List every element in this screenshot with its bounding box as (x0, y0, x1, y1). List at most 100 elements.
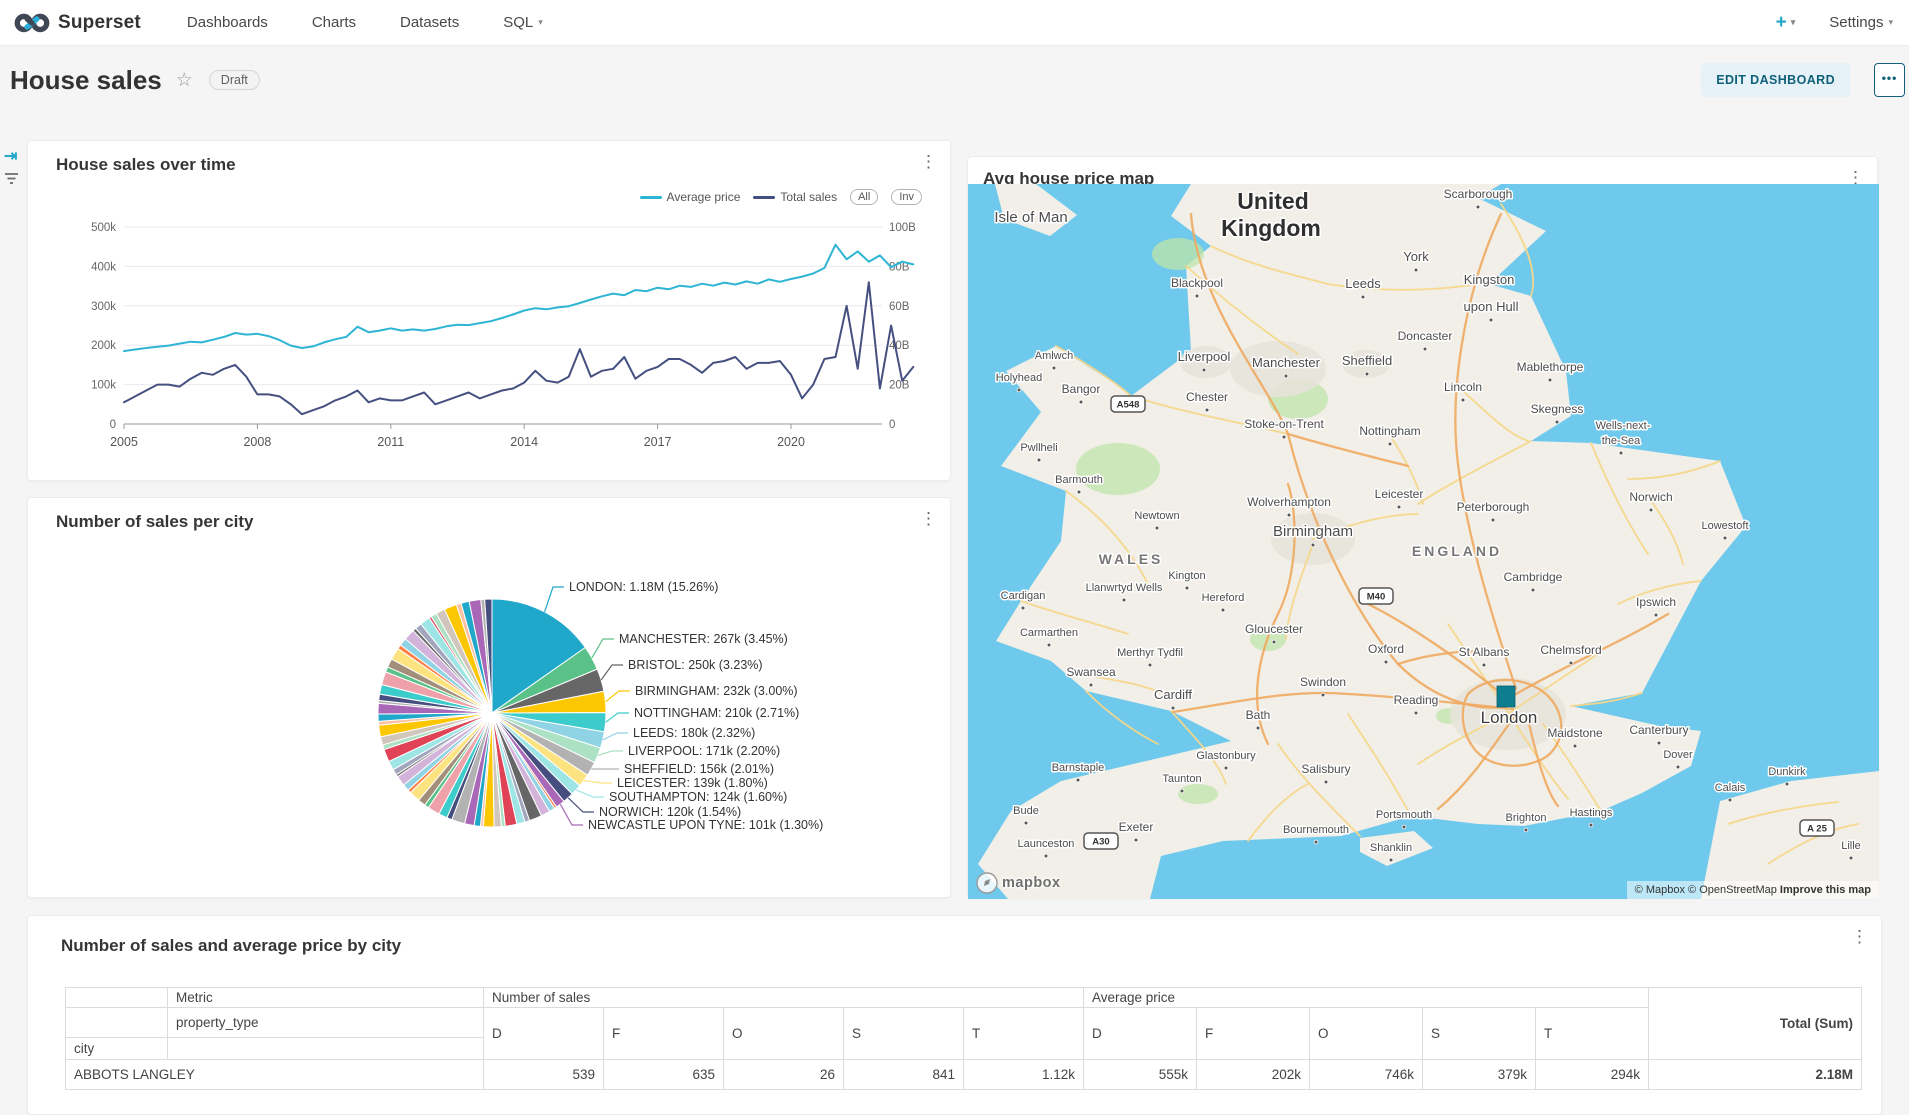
status-badge: Draft (208, 70, 260, 90)
mapbox-map[interactable]: A548 M40 A30 A 25 Isle of Man United Kingdom Sc… (968, 184, 1879, 899)
chart-menu-icon[interactable]: ⋮ (1851, 927, 1868, 946)
filter-icon[interactable] (4, 172, 19, 190)
svg-text:80B: 80B (889, 261, 910, 273)
map-label: St Albans (1459, 645, 1510, 659)
map-label: Blackpool (1171, 276, 1223, 290)
table-row: ABBOTS LANGLEY 539 635 26 841 1.12k 555k 202k 74… (65, 1059, 1862, 1090)
new-button[interactable]: + ▾ (1775, 11, 1796, 33)
map-label: Launceston (1018, 838, 1075, 850)
x-axis-tick: 2020 (777, 435, 805, 449)
mapbox-logo[interactable]: mapbox (976, 872, 1061, 894)
pie-label: BRISTOL: 250k (3.23%) (628, 658, 763, 672)
brand-name: Superset (58, 11, 141, 33)
map-label: London (1481, 708, 1538, 727)
value-cell: 539 (483, 1059, 604, 1090)
favorite-star-icon[interactable]: ☆ (175, 69, 193, 91)
road-badge: A30 (1083, 832, 1119, 850)
map-label: Swansea (1066, 665, 1116, 679)
map-marker (1496, 685, 1516, 708)
map-label: Scarborough (1444, 187, 1513, 201)
subcol-header: D (483, 1007, 604, 1060)
chart-legend: Average price Total sales All Inv (639, 189, 922, 205)
legend-swatch (753, 195, 776, 199)
map-label: Doncaster (1398, 329, 1453, 343)
road-badge: A 25 (1799, 819, 1835, 837)
pie-chart[interactable]: LONDON: 1.18M (15.26%) MANCHESTER: 267k (… (28, 538, 952, 896)
map-label: Wells-next- (1596, 420, 1651, 432)
settings-menu[interactable]: Settings ▾ (1829, 14, 1893, 31)
map-label: Shanklin (1370, 842, 1412, 854)
map-land-isle-of-man (995, 184, 1077, 236)
series-total-sales (123, 281, 915, 416)
map-label: the-Sea (1602, 435, 1641, 447)
property-type-header: property_type (167, 1007, 484, 1038)
superset-logo[interactable]: Superset (14, 11, 141, 35)
corner-cell (65, 987, 168, 1008)
nav-datasets[interactable]: Datasets (400, 14, 460, 31)
series-invert-button[interactable]: Inv (891, 189, 922, 205)
map-label: Amlwch (1035, 350, 1074, 362)
map-label: Barnstaple (1052, 762, 1105, 774)
pie-label-line (605, 690, 630, 703)
series-all-button[interactable]: All (850, 189, 879, 205)
map-label: Cambridge (1504, 570, 1563, 584)
edit-dashboard-button[interactable]: EDIT DASHBOARD (1701, 63, 1850, 97)
map-label: Newtown (1134, 510, 1179, 522)
map-label: United (1237, 188, 1309, 214)
chart-menu-icon[interactable]: ⋮ (1847, 168, 1864, 187)
expand-filter-bar-icon[interactable]: ⇥ (4, 148, 18, 165)
subcol-header: F (1196, 1007, 1310, 1060)
map-label: Bude (1013, 805, 1039, 817)
subcol-header: O (723, 1007, 844, 1060)
pie-slice (491, 598, 587, 714)
map-label: Kingston (1464, 272, 1515, 287)
map-label: Brighton (1506, 812, 1547, 824)
map-label: Nottingham (1359, 424, 1420, 438)
pie-label: MANCHESTER: 267k (3.45%) (619, 632, 788, 646)
legend-item-total-sales[interactable]: Total sales (753, 190, 837, 204)
pie-label-line (605, 712, 629, 723)
pie-slice (484, 598, 493, 714)
subcol-header: S (1422, 1007, 1536, 1060)
chart-menu-icon[interactable]: ⋮ (920, 509, 937, 528)
chevron-down-icon: ▾ (538, 17, 543, 27)
nav-charts[interactable]: Charts (311, 14, 356, 31)
improve-map-link[interactable]: Improve this map (1779, 884, 1871, 896)
line-chart[interactable]: 500k 100B 400k 80B 300k 60B 200k 40B 100k 20B 0 0 20… (28, 211, 952, 461)
value-cell: 379k (1422, 1059, 1536, 1090)
more-options-button[interactable]: ••• (1874, 63, 1905, 97)
map-label: upon Hull (1464, 299, 1519, 314)
svg-text:0: 0 (110, 419, 116, 431)
map-label: Manchester (1252, 355, 1321, 370)
pie-label: BIRMINGHAM: 232k (3.00%) (635, 684, 798, 698)
map-label: Bangor (1062, 382, 1101, 396)
svg-text:100k: 100k (91, 380, 116, 392)
total-header: Total (Sum) (1648, 987, 1862, 1060)
map-label: Lowestoft (1701, 520, 1748, 532)
legend-item-average-price[interactable]: Average price (639, 190, 740, 204)
pie-label: NEWCASTLE UPON TYNE: 101k (1.30%) (588, 818, 823, 832)
dashboard-header: House sales ☆ Draft EDIT DASHBOARD ••• (0, 50, 1909, 110)
legend-swatch (639, 195, 662, 199)
value-cell: 635 (603, 1059, 724, 1090)
osm-attrib-link[interactable]: © OpenStreetMap (1688, 884, 1777, 896)
mapbox-attribution-link[interactable]: © Mapbox (1634, 884, 1685, 896)
pie-label: LEICESTER: 139k (1.80%) (617, 776, 768, 790)
navbar: Superset Dashboards Charts Datasets SQL … (0, 0, 1909, 46)
pie-label: LEEDS: 180k (2.32%) (633, 726, 755, 740)
city-header: city (65, 1037, 168, 1060)
map-land-isle-of-wight (1360, 831, 1433, 866)
map-label: Swindon (1300, 675, 1346, 689)
map-attribution: © Mapbox © OpenStreetMap Improve this ma… (1626, 881, 1879, 899)
svg-text:100B: 100B (889, 222, 916, 234)
map-label: Leicester (1375, 487, 1424, 501)
chart-card-avg-house-price-map: Avg house price map ⋮ A548 M40 A30 A 25 Isle… (967, 156, 1879, 899)
svg-text:M40: M40 (1367, 592, 1385, 603)
chart-menu-icon[interactable]: ⋮ (920, 152, 937, 171)
svg-text:A548: A548 (1117, 400, 1140, 411)
map-label: Reading (1394, 693, 1439, 707)
nav-sql[interactable]: SQL ▾ (503, 14, 543, 31)
svg-text:40B: 40B (889, 340, 910, 352)
pie-label-line (600, 664, 623, 681)
nav-dashboards[interactable]: Dashboards (186, 14, 268, 31)
